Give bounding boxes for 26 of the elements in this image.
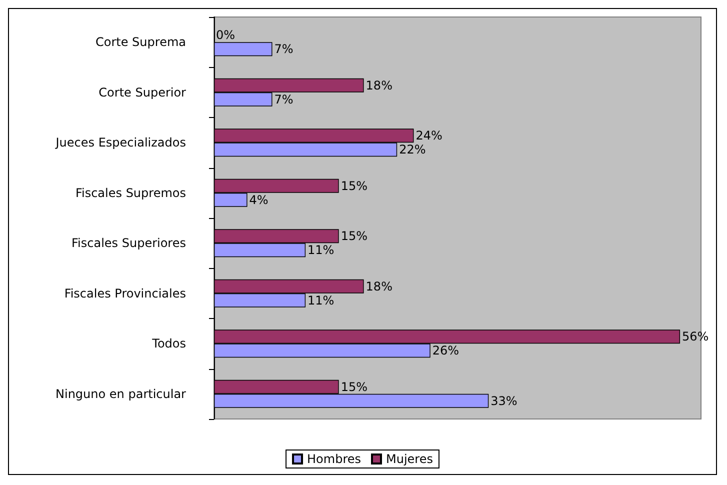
y-tick-label: Fiscales Superiores — [72, 236, 186, 250]
legend-label: Mujeres — [386, 452, 433, 466]
data-label: 22% — [399, 142, 426, 157]
data-label: 0% — [216, 28, 236, 42]
y-tick-label: Fiscales Supremos — [75, 186, 186, 200]
y-tick-label: Corte Superior — [98, 85, 186, 100]
y-tick-label: Jueces Especializados — [54, 136, 186, 150]
legend-label: Hombres — [307, 452, 362, 466]
data-label: 33% — [490, 394, 518, 408]
data-label: 15% — [340, 229, 368, 244]
data-label: 26% — [432, 344, 460, 358]
data-label: 11% — [308, 243, 334, 258]
data-label: 56% — [682, 330, 709, 344]
y-tick-label: Fiscales Provinciales — [64, 286, 186, 300]
data-label: 4% — [249, 192, 268, 207]
data-label: 18% — [366, 78, 392, 92]
data-label: 15% — [340, 178, 368, 193]
data-label: 15% — [340, 380, 368, 394]
data-label: 24% — [416, 128, 442, 143]
data-label: 11% — [308, 293, 334, 308]
data-label: 18% — [366, 279, 392, 294]
data-label: 7% — [274, 42, 294, 56]
y-tick-label: Todos — [151, 336, 186, 351]
y-tick-label: Corte Suprema — [96, 35, 186, 50]
y-tick-label: Ninguno en particular — [56, 386, 186, 401]
data-label: 7% — [274, 92, 294, 106]
